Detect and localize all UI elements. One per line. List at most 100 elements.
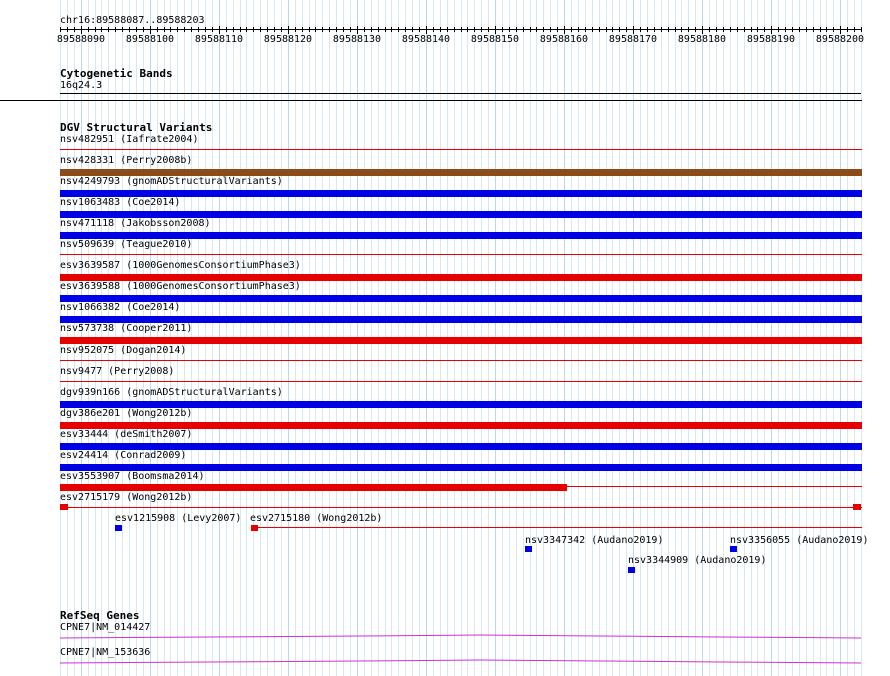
ruler-tick <box>606 27 607 32</box>
ruler-tick <box>557 27 558 32</box>
ruler-tick <box>426 26 427 34</box>
ruler-tick <box>502 27 503 32</box>
dgv-feature-line[interactable] <box>60 507 862 508</box>
ruler-tick <box>336 27 337 32</box>
ruler-tick <box>633 26 634 34</box>
ruler-tick <box>364 27 365 32</box>
ruler-tick <box>440 27 441 32</box>
ruler-tick <box>419 27 420 32</box>
dgv-small-feature-mark[interactable] <box>525 546 532 552</box>
ruler-tick <box>405 27 406 32</box>
ruler-tick <box>675 27 676 32</box>
ruler-tick <box>412 27 413 32</box>
dgv-feature-label: nsv9477 (Perry2008) <box>60 366 175 377</box>
ruler-tick <box>806 27 807 32</box>
dgv-feature-line[interactable] <box>60 381 862 382</box>
ruler-tick <box>481 27 482 32</box>
ruler-tick <box>329 27 330 32</box>
ruler-tick-label: 89588200 <box>815 34 865 45</box>
ruler-tick <box>840 26 841 34</box>
ruler-tick-label: 89588120 <box>263 34 313 45</box>
ruler-tick-label: 89588110 <box>194 34 244 45</box>
ruler-tick <box>233 27 234 32</box>
ruler-tick <box>136 27 137 32</box>
ruler-tick <box>668 27 669 32</box>
dgv-feature-label: dgv386e201 (Wong2012b) <box>60 408 193 419</box>
dgv-feature-bar[interactable] <box>60 190 862 197</box>
ruler-tick <box>101 27 102 32</box>
dgv-feature-bar[interactable] <box>60 401 862 408</box>
ruler-tick <box>688 27 689 32</box>
dgv-feature-label: nsv471118 (Jakobsson2008) <box>60 218 211 229</box>
ruler-tick <box>385 27 386 32</box>
ruler-tick <box>95 27 96 32</box>
ruler-tick-label: 89588130 <box>332 34 382 45</box>
ruler-tick <box>661 27 662 32</box>
ruler-tick <box>198 27 199 32</box>
track-separator <box>0 100 862 101</box>
dgv-feature-bar[interactable] <box>60 232 862 239</box>
dgv-small-feature-mark[interactable] <box>115 525 122 531</box>
dgv-feature-bar[interactable] <box>60 484 567 491</box>
ruler-tick <box>826 27 827 32</box>
ruler-tick <box>585 27 586 32</box>
ruler-tick-label: 89588170 <box>608 34 658 45</box>
ruler-tick <box>219 26 220 34</box>
dgv-feature-bar[interactable] <box>60 316 862 323</box>
dgv-feature-bar[interactable] <box>60 274 862 281</box>
dgv-feature-bar[interactable] <box>60 422 862 429</box>
dgv-feature-line[interactable] <box>60 149 862 150</box>
ruler-tick <box>543 27 544 32</box>
cytoband-label: 16q24.3 <box>60 80 103 91</box>
dgv-small-feature-mark[interactable] <box>730 546 737 552</box>
dgv-feature-bar[interactable] <box>60 443 862 450</box>
refseq-gene-intron[interactable] <box>60 658 870 666</box>
ruler-tick <box>799 27 800 32</box>
ruler-tick <box>288 26 289 34</box>
ruler-tick <box>315 27 316 32</box>
ruler-tick-label: 89588100 <box>125 34 175 45</box>
ruler-tick <box>757 27 758 32</box>
dgv-small-feature-mark[interactable] <box>628 567 635 573</box>
dgv-feature-end[interactable] <box>60 504 68 510</box>
ruler-tick <box>861 27 862 32</box>
ruler-tick <box>253 27 254 32</box>
ruler-tick-label: 89588150 <box>470 34 520 45</box>
ruler-tick <box>771 26 772 34</box>
ruler-tick <box>564 26 565 34</box>
ruler-tick <box>88 27 89 32</box>
ruler-tick <box>454 27 455 32</box>
cytoband-track-title: Cytogenetic Bands <box>60 67 173 80</box>
ruler-tick <box>343 27 344 32</box>
ruler-tick <box>619 27 620 32</box>
ruler-tick-label: 89588160 <box>539 34 589 45</box>
refseq-gene-intron[interactable] <box>60 633 870 641</box>
ruler-tick <box>764 27 765 32</box>
dgv-small-feature-mark[interactable] <box>251 525 258 531</box>
ruler-tick <box>744 27 745 32</box>
dgv-feature-bar[interactable] <box>60 169 862 176</box>
dgv-feature-bar[interactable] <box>60 295 862 302</box>
ruler-tick <box>309 27 310 32</box>
dgv-feature-bar[interactable] <box>60 337 862 344</box>
dgv-small-feature-line[interactable] <box>258 527 862 528</box>
ruler-tick <box>177 27 178 32</box>
ruler-tick <box>461 27 462 32</box>
ruler-tick <box>785 27 786 32</box>
cytoband-bar[interactable] <box>60 93 861 94</box>
ruler-tick <box>847 27 848 32</box>
range-label: chr16:89588087..89588203 <box>60 15 205 26</box>
ruler-tick <box>122 27 123 32</box>
dgv-feature-line[interactable] <box>60 254 862 255</box>
dgv-feature-label: esv33444 (deSmith2007) <box>60 429 193 440</box>
dgv-feature-bar[interactable] <box>60 211 862 218</box>
dgv-feature-end[interactable] <box>853 504 861 510</box>
ruler-tick-label: 89588180 <box>677 34 727 45</box>
ruler-tick <box>108 27 109 32</box>
ruler-tick <box>260 27 261 32</box>
dgv-feature-line[interactable] <box>60 360 862 361</box>
dgv-feature-label: esv3553907 (Boomsma2014) <box>60 471 205 482</box>
dgv-feature-bar[interactable] <box>60 464 862 471</box>
dgv-small-feature-label: nsv3344909 (Audano2019) <box>628 555 767 566</box>
dgv-feature-label: nsv1066382 (Coe2014) <box>60 302 181 313</box>
